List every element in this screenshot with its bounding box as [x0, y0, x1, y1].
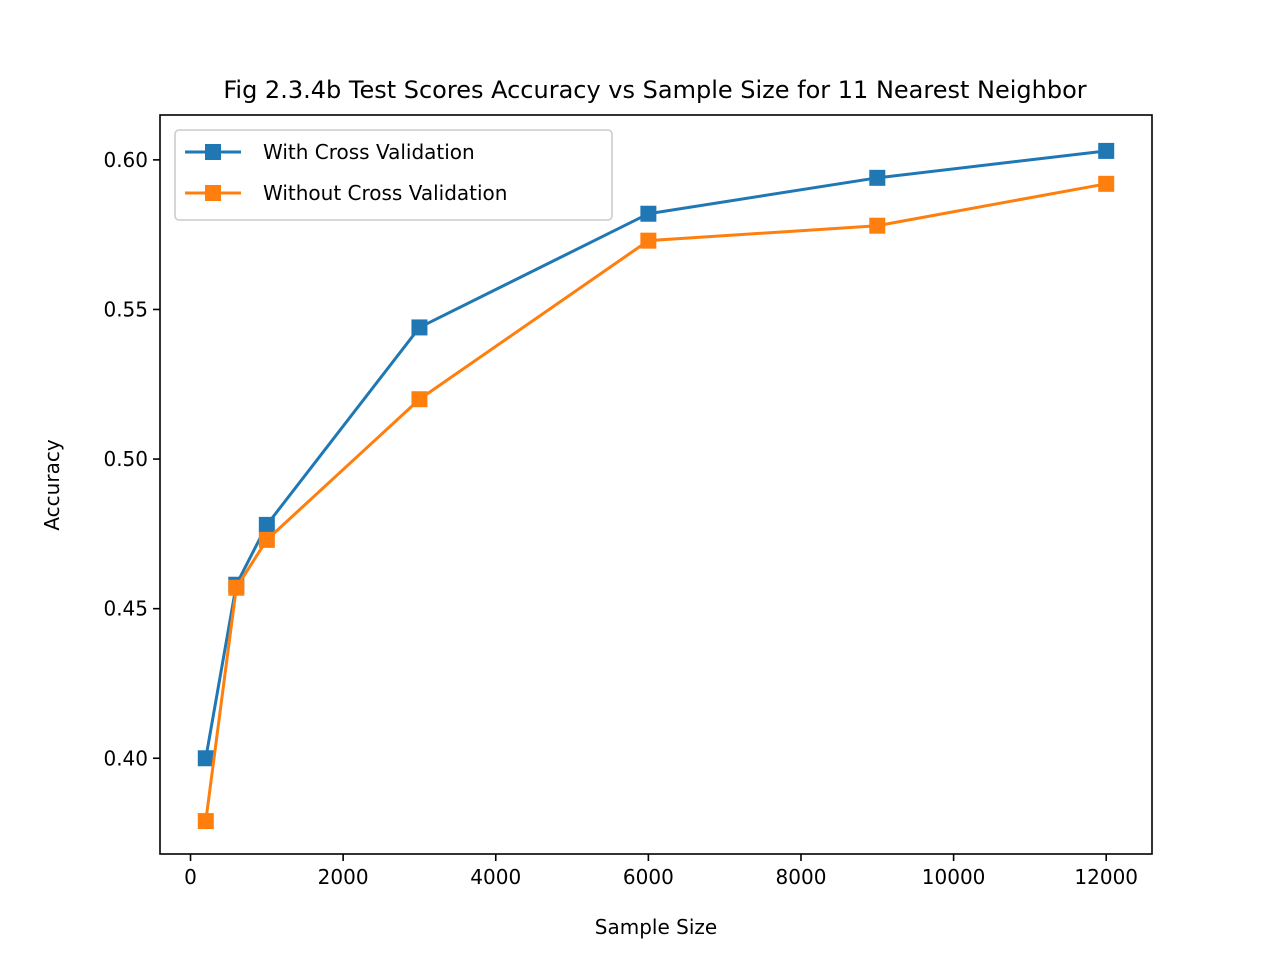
axes-frame [159, 114, 1153, 855]
y-axis-label: Accuracy [40, 439, 64, 530]
series-1-point [869, 169, 886, 186]
plot-area [159, 114, 1153, 855]
x-axis-ticks: 0 2000 4000 6000 8000 10000 12000 [184, 854, 1138, 889]
series-1-point [1098, 142, 1115, 159]
y-tick-label: 0.50 [103, 447, 148, 471]
y-tick-label: 0.40 [103, 746, 148, 770]
y-axis-ticks: 0.40 0.45 0.50 0.55 0.60 [103, 148, 160, 770]
y-tick-label: 0.45 [103, 597, 148, 621]
x-tick-label: 2000 [318, 865, 369, 889]
legend-box [174, 129, 613, 221]
legend-marker-1 [205, 144, 221, 160]
x-axis-label: Sample Size [595, 915, 717, 939]
series-1-point [197, 750, 214, 767]
series-layer [197, 142, 1115, 830]
series-1-point [411, 319, 428, 336]
series-2-point [411, 391, 428, 408]
series-2-point [1098, 175, 1115, 192]
legend-marker-2 [205, 185, 221, 201]
x-tick-label: 4000 [470, 865, 521, 889]
y-tick-label: 0.60 [103, 148, 148, 172]
series-2-point [258, 531, 275, 548]
series-2-point [640, 232, 657, 249]
series-2-point [228, 579, 245, 596]
x-tick-label: 8000 [776, 865, 827, 889]
chart-title: Fig 2.3.4b Test Scores Accuracy vs Sampl… [223, 76, 1086, 104]
series-1-point [258, 516, 275, 533]
legend: With Cross Validation Without Cross Valid… [174, 129, 613, 221]
x-tick-label: 0 [184, 865, 197, 889]
series-2-point [197, 813, 214, 830]
series-1-point [640, 205, 657, 222]
legend-label-2: Without Cross Validation [263, 181, 507, 205]
x-tick-label: 10000 [922, 865, 986, 889]
x-tick-label: 6000 [623, 865, 674, 889]
series-2-point [869, 217, 886, 234]
x-tick-label: 12000 [1074, 865, 1138, 889]
legend-label-1: With Cross Validation [263, 140, 475, 164]
legend-items: With Cross Validation Without Cross Valid… [185, 140, 507, 205]
y-tick-label: 0.55 [103, 297, 148, 321]
